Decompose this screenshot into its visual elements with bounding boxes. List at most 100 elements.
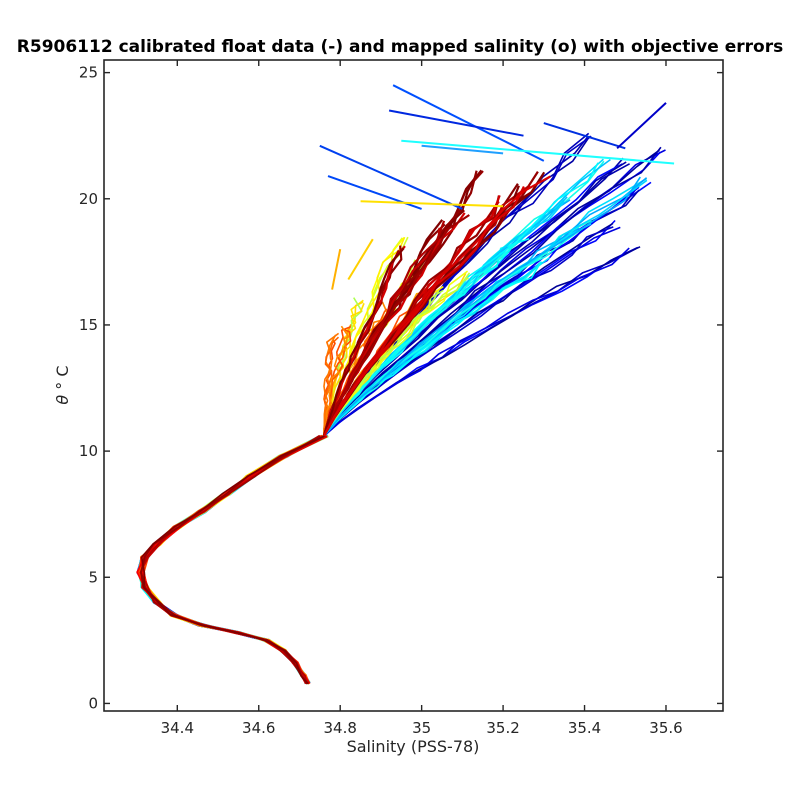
y-axis-label-unit: ° C bbox=[53, 365, 72, 389]
profile-deep-line bbox=[140, 435, 325, 684]
profile-deep-line bbox=[141, 435, 325, 685]
profile-deep-line bbox=[140, 435, 328, 684]
profile-deep-line bbox=[137, 435, 321, 684]
stray-segment-line bbox=[543, 122, 626, 150]
y-tick-label: 0 bbox=[88, 694, 98, 712]
x-tick-label: 35.4 bbox=[568, 719, 601, 737]
profile-deep-line bbox=[140, 434, 326, 684]
profile-deep-line bbox=[139, 434, 321, 684]
plot-area-frame bbox=[103, 59, 724, 712]
stray-segment-line bbox=[388, 109, 524, 137]
x-tick-label: 34.8 bbox=[323, 719, 356, 737]
profile-deep-line bbox=[139, 434, 323, 685]
y-axis-label: θ ° C bbox=[53, 365, 72, 404]
profile-deep-line bbox=[140, 435, 327, 684]
profile-upper-line bbox=[323, 177, 648, 437]
profile-deep-line bbox=[137, 435, 324, 684]
profile-deep-line bbox=[138, 434, 328, 684]
profile-deep-line bbox=[140, 435, 328, 684]
profile-deep-line bbox=[142, 434, 322, 683]
profile-deep-line bbox=[139, 435, 329, 684]
profile-deep-line bbox=[139, 435, 325, 683]
profile-deep-line bbox=[138, 434, 328, 685]
profile-deep-line bbox=[137, 435, 323, 685]
profile-deep-line bbox=[141, 435, 320, 684]
profile-deep-line bbox=[140, 434, 327, 684]
profile-deep-line bbox=[140, 434, 322, 684]
profile-deep-line bbox=[141, 435, 324, 683]
y-axis-label-symbol: θ bbox=[53, 395, 72, 405]
profile-deep-line bbox=[137, 435, 326, 684]
profile-deep-line bbox=[140, 434, 325, 685]
profile-deep-line bbox=[136, 434, 326, 684]
profile-deep-line bbox=[142, 435, 328, 684]
x-tick-label: 34.6 bbox=[242, 719, 275, 737]
profile-deep-line bbox=[137, 434, 327, 685]
chart-title: R5906112 calibrated float data (-) and m… bbox=[17, 37, 783, 57]
profile-deep-line bbox=[140, 434, 326, 685]
y-tick-label: 25 bbox=[79, 64, 98, 82]
profile-deep-line bbox=[140, 434, 326, 684]
profile-deep-line bbox=[139, 435, 329, 684]
x-tick-label: 34.4 bbox=[161, 719, 194, 737]
profile-upper-line bbox=[323, 332, 340, 437]
profile-deep-line bbox=[140, 435, 326, 685]
profile-deep-line bbox=[141, 434, 328, 684]
profile-deep-line bbox=[139, 435, 328, 684]
stray-segment-line bbox=[347, 238, 374, 281]
profile-deep-line bbox=[140, 434, 326, 685]
profile-deep-line bbox=[139, 435, 323, 684]
y-tick-label: 20 bbox=[79, 190, 98, 208]
profile-deep-line bbox=[137, 435, 325, 684]
x-tick-label: 35 bbox=[412, 719, 431, 737]
x-tick-label: 35.6 bbox=[649, 719, 682, 737]
profile-upper-line bbox=[323, 261, 542, 437]
profile-deep-line bbox=[141, 435, 328, 684]
profile-deep-line bbox=[137, 435, 328, 685]
profile-deep-line bbox=[138, 435, 325, 684]
profile-upper-line bbox=[323, 176, 641, 437]
stray-segment-line bbox=[360, 200, 504, 208]
axis-ticks: 34.4 34.6 34.8 35 35.2 35.4 35.6 0 5 10 15 20 25 bbox=[79, 60, 723, 737]
profile-deep-line bbox=[141, 435, 327, 684]
profile-curves bbox=[136, 84, 675, 685]
x-tick-label: 35.2 bbox=[486, 719, 519, 737]
profile-upper-line bbox=[323, 325, 350, 437]
profile-upper-line bbox=[322, 220, 446, 437]
profile-deep-line bbox=[143, 435, 323, 684]
stray-segment-line bbox=[421, 144, 504, 155]
profile-deep-line bbox=[143, 435, 321, 685]
profile-deep-line bbox=[139, 435, 320, 685]
stray-segment-line bbox=[327, 175, 422, 210]
stray-segment-line bbox=[319, 144, 463, 210]
profile-deep-line bbox=[140, 435, 327, 684]
stray-segment-line bbox=[331, 249, 342, 290]
profile-deep-line bbox=[141, 435, 321, 684]
y-tick-label: 5 bbox=[88, 568, 98, 586]
profile-upper-line bbox=[323, 234, 525, 437]
profile-deep-line bbox=[141, 434, 324, 685]
profile-deep-line bbox=[141, 435, 323, 685]
profile-deep-line bbox=[139, 435, 324, 684]
profile-deep-line bbox=[141, 434, 327, 685]
profile-upper-line bbox=[322, 175, 551, 437]
stray-segment-line bbox=[401, 139, 675, 165]
stray-segment-line bbox=[616, 102, 667, 150]
profile-deep-line bbox=[136, 434, 326, 685]
profile-deep-line bbox=[136, 435, 323, 684]
y-tick-label: 10 bbox=[79, 442, 98, 460]
x-axis-label: Salinity (PSS-78) bbox=[347, 737, 480, 756]
profile-deep-line bbox=[138, 435, 321, 683]
profile-deep-line bbox=[141, 434, 329, 684]
profile-deep-line bbox=[140, 435, 321, 685]
profile-upper-line bbox=[323, 247, 630, 437]
profile-deep-line bbox=[138, 434, 325, 684]
stray-segment-line bbox=[392, 84, 545, 162]
profile-deep-line bbox=[138, 435, 322, 683]
y-tick-label: 15 bbox=[79, 316, 98, 334]
profile-deep-line bbox=[142, 435, 327, 684]
profile-deep-line bbox=[139, 435, 321, 684]
profile-deep-line bbox=[141, 435, 326, 684]
profile-deep-line bbox=[141, 434, 322, 684]
